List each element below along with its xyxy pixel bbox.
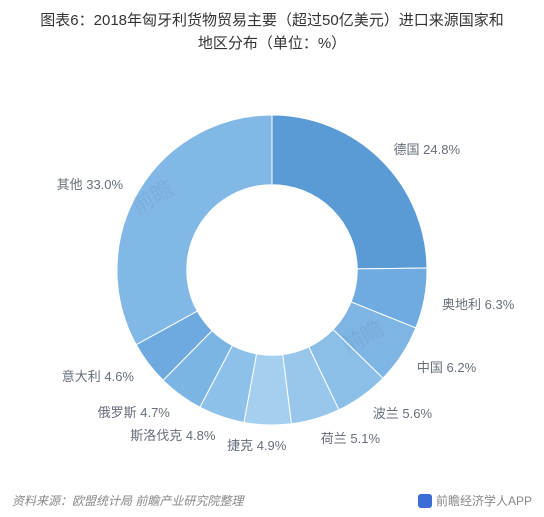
donut-chart: 德国 24.8% 奥地利 6.3% 中国 6.2% 波兰 5.6% 荷兰 5.1% 捷克 … <box>0 60 544 480</box>
donut-svg <box>0 60 544 480</box>
brand-icon <box>418 494 432 508</box>
title-line-2: 地区分布（单位：%） <box>198 35 346 52</box>
brand-text: 前瞻经济学人APP <box>436 492 532 509</box>
slice-label-中国: 中国 6.2% <box>417 357 476 376</box>
slice-label-奥地利: 奥地利 6.3% <box>442 294 514 313</box>
slice-label-波兰: 波兰 5.6% <box>373 403 432 422</box>
source-text: 资料来源：欧盟统计局 前瞻产业研究院整理 <box>12 492 243 509</box>
slice-label-荷兰: 荷兰 5.1% <box>321 428 380 447</box>
chart-title: 图表6：2018年匈牙利货物贸易主要（超过50亿美元）进口来源国家和 地区分布（… <box>0 0 544 55</box>
slice-label-斯洛伐克: 斯洛伐克 4.8% <box>130 425 215 444</box>
slice-其他 <box>117 115 272 345</box>
slice-label-其他: 其他 33.0% <box>57 174 123 193</box>
slice-label-捷克: 捷克 4.9% <box>227 435 286 454</box>
slice-label-意大利: 意大利 4.6% <box>62 366 134 385</box>
slice-label-俄罗斯: 俄罗斯 4.7% <box>98 402 170 421</box>
title-line-1: 图表6：2018年匈牙利货物贸易主要（超过50亿美元）进口来源国家和 <box>40 12 503 29</box>
slice-label-德国: 德国 24.8% <box>394 139 460 158</box>
brand: 前瞻经济学人APP <box>418 492 532 509</box>
